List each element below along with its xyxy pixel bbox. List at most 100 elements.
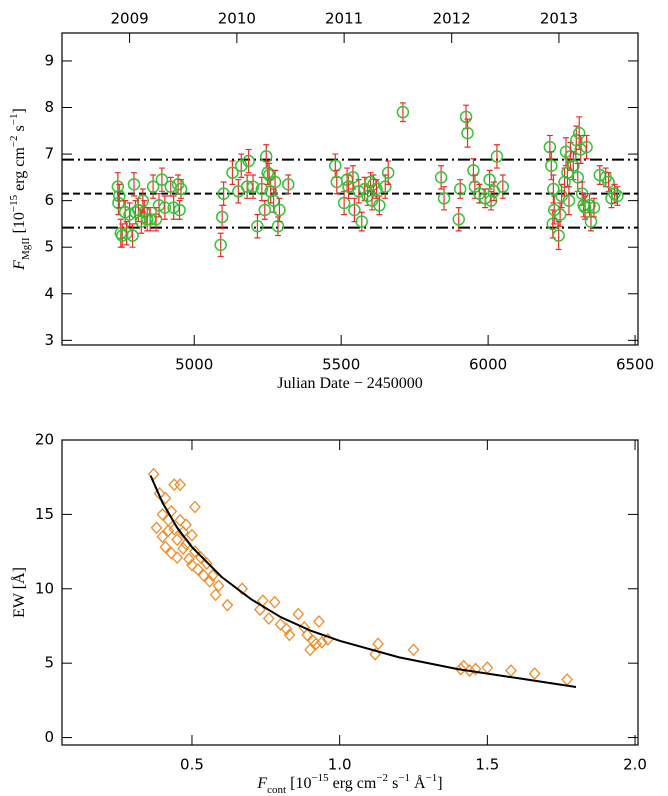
- data-point: [113, 189, 126, 203]
- data-point: [268, 175, 282, 189]
- error-bar: [254, 214, 261, 239]
- data-point: [552, 229, 565, 242]
- error-bar: [565, 186, 572, 216]
- error-bar: [245, 148, 252, 174]
- data-point: [173, 203, 186, 217]
- label-part: erg cm: [11, 147, 28, 195]
- data-point: [255, 182, 269, 196]
- error-bar: [577, 134, 584, 164]
- error-bar: [155, 193, 162, 218]
- data-point: [186, 558, 198, 572]
- label-part: F: [256, 775, 267, 792]
- data-point: [547, 182, 560, 196]
- label-part: erg cm: [329, 775, 377, 792]
- error-bar: [285, 174, 292, 195]
- label-part: s: [11, 125, 28, 135]
- error-bar: [332, 153, 339, 178]
- data-point: [587, 201, 601, 214]
- data-point: [452, 213, 465, 226]
- data-point: [370, 182, 383, 196]
- y-tick-label: 6: [44, 191, 54, 209]
- data-point: [126, 229, 139, 242]
- data-point: [273, 203, 286, 217]
- data-point: [337, 196, 351, 210]
- data-point: [453, 182, 467, 196]
- data-point: [156, 530, 169, 544]
- y-tick-label: 4: [44, 284, 54, 302]
- data-point: [259, 150, 273, 163]
- data-point: [454, 662, 467, 676]
- data-point: [355, 215, 369, 228]
- error-bar: [261, 200, 268, 220]
- data-point: [189, 500, 201, 514]
- error-bar: [470, 158, 477, 183]
- label-part: F: [11, 260, 28, 271]
- data-point: [348, 203, 361, 217]
- data-point: [280, 622, 293, 636]
- error-bar: [441, 186, 448, 211]
- data-point: [200, 557, 213, 570]
- x-tick-label: 6500: [616, 356, 654, 374]
- error-bar: [131, 172, 137, 197]
- x-axis-title: Julian Date − 2450000: [277, 375, 422, 392]
- data-point: [496, 180, 510, 193]
- fit-curve: [149, 475, 577, 688]
- error-bar: [341, 190, 348, 216]
- data-point: [236, 582, 249, 596]
- error-bar: [464, 118, 471, 148]
- data-point: [571, 171, 585, 184]
- error-bar: [170, 195, 177, 220]
- y-tick-label: 5: [44, 238, 54, 256]
- error-bar: [250, 174, 257, 199]
- y-tick-label: 20: [35, 431, 54, 449]
- error-bar: [333, 169, 340, 195]
- data-point: [437, 192, 451, 205]
- y-tick-label: 10: [35, 579, 54, 597]
- data-point: [543, 140, 557, 154]
- error-bar: [455, 207, 462, 232]
- error-bar: [355, 179, 362, 204]
- label-part: [10: [286, 775, 311, 792]
- data-point: [261, 166, 274, 179]
- error-bar: [463, 104, 470, 130]
- data-point: [396, 105, 410, 119]
- data-point: [301, 628, 314, 642]
- error-bar: [116, 183, 123, 209]
- data-point: [567, 159, 580, 172]
- data-point: [572, 126, 586, 140]
- data-point: [177, 542, 189, 556]
- data-point: [463, 664, 476, 678]
- data-point: [274, 618, 287, 631]
- data-point: [197, 568, 210, 582]
- x-tick-label: 5000: [175, 356, 213, 374]
- error-bar: [385, 160, 392, 185]
- data-point: [209, 588, 222, 602]
- data-point: [174, 182, 188, 196]
- y-tick-label: 9: [44, 51, 54, 69]
- error-bar: [263, 144, 270, 169]
- data-point: [171, 551, 184, 565]
- error-bar: [583, 134, 590, 160]
- data-point: [174, 478, 187, 492]
- data-point: [372, 637, 384, 651]
- top-x-tick-label: 2009: [110, 10, 148, 28]
- error-bar: [158, 167, 165, 192]
- error-bar: [457, 179, 464, 199]
- x-tick-label: 2.0: [623, 756, 647, 774]
- error-bar: [399, 102, 406, 123]
- data-point: [584, 215, 598, 228]
- panel: 5000 5500 6000 6500 2009 2010 2011 2012 2013 3 4 5 6…: [8, 10, 654, 393]
- x-tick-label: 6000: [469, 356, 507, 374]
- data-point: [545, 159, 558, 172]
- data-point: [168, 478, 181, 492]
- data-point: [561, 673, 573, 687]
- data-point: [171, 533, 184, 547]
- error-bar: [546, 134, 553, 160]
- data-point: [553, 208, 567, 221]
- label-part: cont: [267, 784, 286, 796]
- data-point: [528, 667, 541, 681]
- y-tick-label: 0: [44, 728, 54, 746]
- data-point: [214, 238, 227, 252]
- data-point: [155, 173, 169, 186]
